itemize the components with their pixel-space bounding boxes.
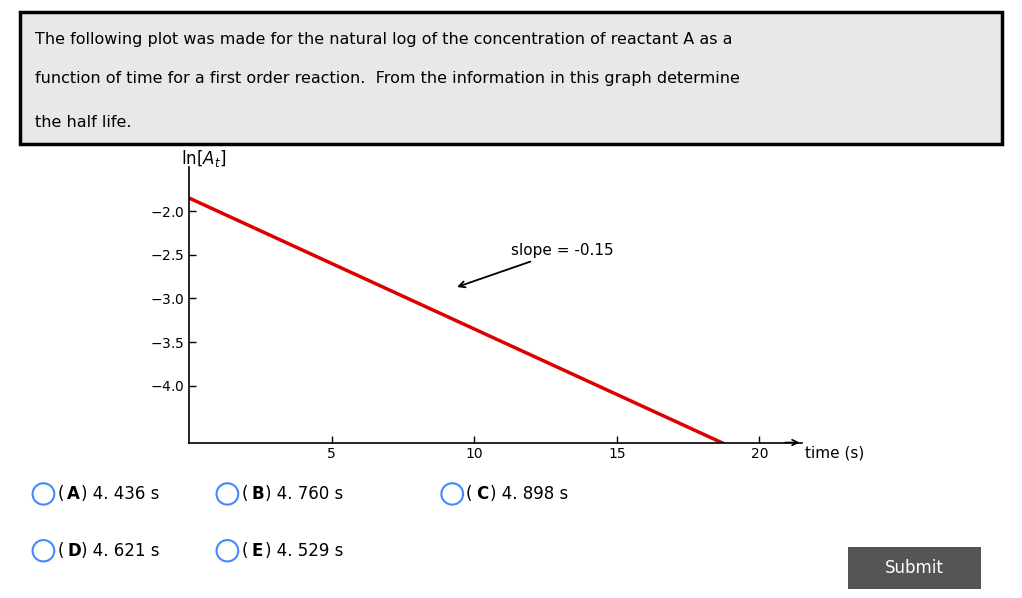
Text: B: B <box>251 485 264 503</box>
Text: the half life.: the half life. <box>35 115 132 130</box>
Text: function of time for a first order reaction.  From the information in this graph: function of time for a first order react… <box>35 71 740 86</box>
Text: Submit: Submit <box>885 559 944 577</box>
Text: The following plot was made for the natural log of the concentration of reactant: The following plot was made for the natu… <box>35 32 733 47</box>
Text: E: E <box>251 542 263 560</box>
Text: (: ( <box>466 485 472 503</box>
Text: A: A <box>67 485 80 503</box>
Text: (: ( <box>57 542 63 560</box>
Text: ) 4. 760 s: ) 4. 760 s <box>265 485 343 503</box>
Text: C: C <box>476 485 489 503</box>
Text: D: D <box>67 542 81 560</box>
FancyBboxPatch shape <box>20 12 1002 144</box>
Text: (: ( <box>241 485 247 503</box>
Text: ln$[A_t]$: ln$[A_t]$ <box>181 148 226 169</box>
FancyBboxPatch shape <box>848 547 981 589</box>
Text: ) 4. 529 s: ) 4. 529 s <box>265 542 343 560</box>
Text: (: ( <box>57 485 63 503</box>
Text: slope = -0.15: slope = -0.15 <box>459 243 614 287</box>
Text: (: ( <box>241 542 247 560</box>
Text: ) 4. 898 s: ) 4. 898 s <box>490 485 568 503</box>
Text: ) 4. 621 s: ) 4. 621 s <box>81 542 159 560</box>
Text: ) 4. 436 s: ) 4. 436 s <box>81 485 159 503</box>
Text: time (s): time (s) <box>805 445 865 460</box>
